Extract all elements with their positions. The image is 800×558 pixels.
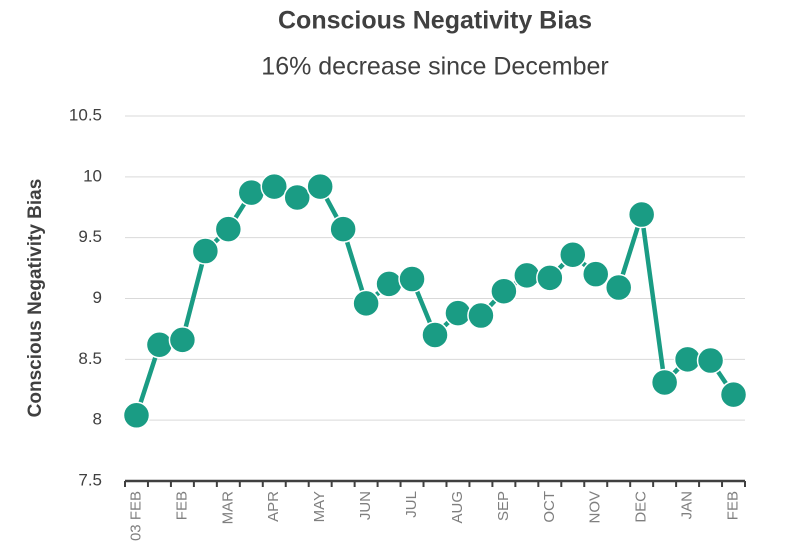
marker [559,240,587,269]
x-tick-label: SEP [495,491,512,521]
x-tick-label: APR [265,491,282,522]
marker [260,172,289,201]
marker [673,345,702,374]
y-tick-label: 10 [83,166,102,185]
marker [467,301,495,330]
x-tick-label: MAR [219,491,236,525]
x-tick-label: JAN [679,491,696,519]
marker [306,172,334,201]
marker [122,401,151,430]
x-tick-label: OCT [541,491,558,523]
marker [421,321,449,349]
marker [191,237,220,265]
marker [650,368,679,397]
marker [398,265,426,293]
chart-subtitle: 16% decrease since December [261,53,608,81]
marker [696,346,725,375]
marker [490,277,518,305]
y-tick-label: 9.5 [78,227,102,246]
x-tick-label: NOV [587,491,604,524]
marker [581,260,610,288]
y-tick-label: 9 [93,288,102,307]
marker [444,299,472,327]
marker [536,264,564,292]
marker [214,215,243,243]
marker [627,200,656,229]
y-tick-label: 10.5 [69,105,102,124]
y-axis-label: Conscious Negativity Bias [25,179,46,418]
x-tick-label: DEC [633,491,650,523]
x-tick-label: FEB [724,491,741,520]
marker [329,215,357,243]
marker [283,183,311,212]
x-tick-label: MAY [311,491,328,522]
marker [604,273,633,302]
marker [352,289,380,318]
chart-title: Conscious Negativity Bias [278,7,592,35]
marker [513,261,541,290]
x-tick-label: JUN [357,491,374,520]
x-tick-label: 03 FEB [127,491,144,541]
x-tick-label: FEB [173,491,190,520]
marker [145,330,174,359]
y-tick-label: 7.5 [78,470,102,489]
marker [375,270,403,298]
y-tick-label: 8 [93,410,102,429]
marker [719,380,748,409]
marker [168,326,197,354]
marker [237,178,266,207]
x-tick-label: AUG [449,491,466,524]
x-tick-label: JUL [403,491,420,518]
y-tick-label: 8.5 [78,349,102,368]
